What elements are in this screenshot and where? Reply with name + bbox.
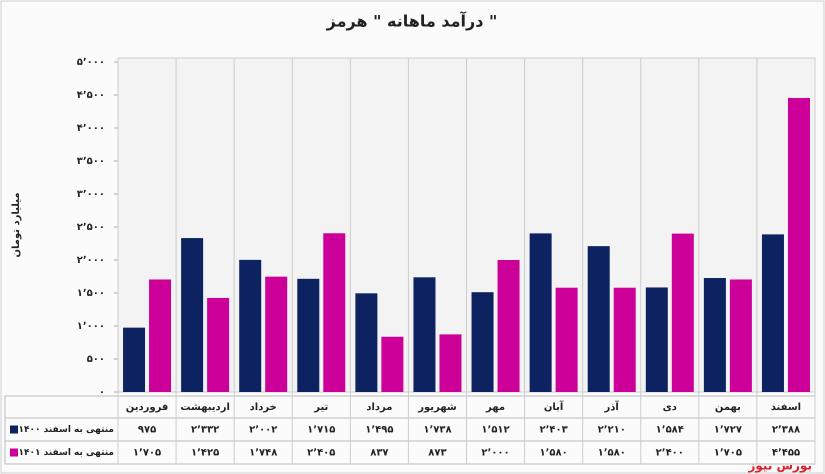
- bar: [413, 277, 436, 392]
- value-label: ۱٬۴۹۵: [365, 425, 393, 436]
- value-label: ۹۷۵: [138, 425, 156, 436]
- value-label: ۱٬۵۸۴: [656, 425, 684, 436]
- bar: [471, 292, 494, 392]
- bar: [123, 327, 146, 392]
- value-label: ۲٬۴۰۳: [540, 425, 568, 436]
- bar: [497, 260, 520, 392]
- y-tick-label: ۱٬۵۰۰: [77, 288, 105, 299]
- y-tick-label: ۳٬۵۰۰: [77, 156, 105, 167]
- value-label: ۲٬۲۱۰: [598, 425, 626, 436]
- bar: [439, 334, 462, 392]
- value-label: ۱٬۷۰۵: [133, 448, 161, 459]
- bar: [703, 278, 726, 392]
- bar: [207, 297, 230, 392]
- value-label: ۱٬۴۲۵: [191, 448, 219, 459]
- bar: [613, 287, 636, 392]
- bar: [381, 336, 404, 392]
- y-tick-label: ۰: [99, 387, 105, 398]
- bar: [149, 279, 172, 392]
- value-label: ۱٬۷۱۵: [307, 425, 335, 436]
- y-tick-label: ۵۰۰: [87, 354, 105, 365]
- x-tick-label: بهمن: [715, 402, 741, 413]
- bar: [265, 276, 288, 392]
- x-tick-label: فروردین: [126, 402, 169, 413]
- bar: [297, 278, 320, 392]
- bar: [239, 259, 262, 392]
- bar: [645, 287, 668, 392]
- bar: [529, 233, 552, 392]
- legend-swatch: [10, 448, 18, 457]
- y-axis-label: میلیارد تومان: [11, 192, 22, 257]
- x-tick-label: مرداد: [366, 402, 392, 413]
- legend-swatch: [10, 425, 18, 434]
- bar: [181, 238, 204, 392]
- value-label: ۸۳۷: [370, 448, 388, 459]
- y-tick-label: ۵٬۰۰۰: [77, 57, 105, 68]
- chart-title: درآمد ماهانه " هرمز ": [326, 11, 498, 31]
- bar: [787, 97, 810, 392]
- value-label: ۲٬۰۰۰: [481, 448, 509, 459]
- x-tick-label: تیر: [313, 402, 328, 413]
- value-label: ۱٬۷۲۷: [714, 425, 742, 436]
- value-label: ۲٬۳۸۸: [772, 425, 800, 436]
- legend-label: منتهی به اسفند ۱۴۰۱: [19, 448, 114, 458]
- value-label: ۱٬۵۸۰: [598, 448, 626, 459]
- x-tick-label: خرداد: [250, 402, 277, 413]
- value-label: ۲٬۴۰۵: [307, 448, 335, 459]
- bar: [761, 234, 784, 392]
- y-tick-label: ۳٬۰۰۰: [77, 189, 105, 200]
- bar: [555, 287, 578, 392]
- value-label: ۸۷۳: [428, 448, 446, 459]
- value-label: ۴٬۴۵۵: [772, 448, 800, 459]
- x-tick-label: آذر: [604, 400, 620, 413]
- y-tick-label: ۱٬۰۰۰: [77, 321, 105, 332]
- source: بورس نیوز: [747, 459, 812, 474]
- x-tick-label: آبان: [544, 400, 564, 413]
- value-label: ۱٬۷۰۵: [714, 448, 742, 459]
- x-tick-label: اردیبهشت: [180, 402, 230, 413]
- legend-label: منتهی به اسفند ۱۴۰۰: [19, 425, 114, 435]
- y-tick-label: ۴٬۵۰۰: [77, 90, 105, 101]
- value-label: ۲٬۴۰۰: [656, 448, 684, 459]
- bar: [587, 246, 610, 392]
- value-label: ۱٬۷۴۸: [249, 448, 277, 459]
- bar: [729, 279, 752, 392]
- value-label: ۱٬۵۸۰: [540, 448, 568, 459]
- x-tick-label: دی: [663, 402, 677, 413]
- x-tick-label: شهریور: [417, 402, 457, 413]
- bar: [323, 233, 346, 392]
- bar: [355, 293, 378, 392]
- value-label: ۲٬۰۰۲: [249, 425, 277, 436]
- bar: [671, 233, 694, 392]
- y-tick-label: ۲٬۰۰۰: [77, 255, 105, 266]
- y-tick-label: ۲٬۵۰۰: [77, 222, 105, 233]
- value-label: ۱٬۷۳۸: [423, 425, 451, 436]
- value-label: ۱٬۵۱۲: [481, 425, 509, 436]
- value-label: ۲٬۳۳۲: [191, 425, 219, 436]
- x-tick-label: اسفند: [771, 402, 801, 413]
- x-tick-label: مهر: [485, 402, 505, 413]
- y-tick-label: ۴٬۰۰۰: [77, 123, 105, 134]
